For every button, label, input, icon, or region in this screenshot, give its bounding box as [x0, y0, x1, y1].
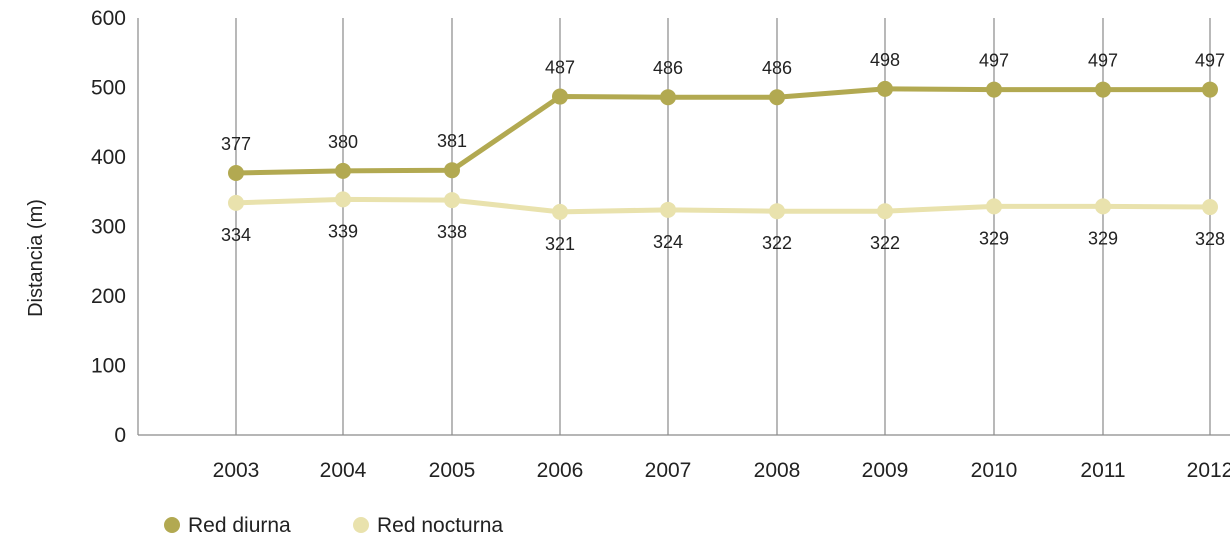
- legend-label-red-nocturna: Red nocturna: [377, 514, 503, 536]
- series-line-red-diurna: [233, 86, 1213, 176]
- series-line-red-nocturna: [233, 196, 1213, 215]
- data-label-red-nocturna-2008: 322: [762, 233, 792, 253]
- data-point-red-diurna-2008: [769, 89, 785, 106]
- data-point-red-diurna-2011: [1095, 81, 1111, 98]
- data-label-red-diurna-2011: 497: [1088, 51, 1118, 71]
- y-tick-labels: 0 100 200 300 400 500 600: [91, 7, 126, 447]
- x-tick-label-2005: 2005: [429, 459, 476, 482]
- legend-marker-red-diurna: [164, 517, 180, 533]
- data-point-red-nocturna-2004: [335, 191, 351, 208]
- data-point-red-diurna-2012: [1202, 81, 1218, 98]
- y-axis-label: Distancia (m): [25, 199, 47, 317]
- axes: [137, 18, 1230, 436]
- data-label-red-diurna-2010: 497: [979, 51, 1009, 71]
- data-label-red-nocturna-2004: 339: [328, 221, 358, 241]
- data-label-red-nocturna-2003: 334: [221, 225, 251, 245]
- data-point-red-nocturna-2009: [877, 203, 893, 220]
- data-label-red-nocturna-2009: 322: [870, 233, 900, 253]
- data-point-red-nocturna-2005: [444, 192, 460, 209]
- x-tick-label-2006: 2006: [537, 459, 584, 482]
- data-label-red-diurna-2004: 380: [328, 132, 358, 152]
- data-point-red-diurna-2009: [877, 80, 893, 97]
- data-labels: 377 380 381 487 486 486 498 497 497 497 334 339 338 3…: [221, 50, 1225, 254]
- data-point-red-diurna-2006: [552, 88, 568, 105]
- data-label-red-diurna-2006: 487: [545, 58, 575, 78]
- data-label-red-diurna-2003: 377: [221, 134, 251, 154]
- data-label-red-nocturna-2007: 324: [653, 232, 683, 252]
- y-tick-label-300: 300: [91, 216, 126, 239]
- legend-label-red-diurna: Red diurna: [188, 514, 291, 536]
- data-label-red-nocturna-2006: 321: [545, 234, 575, 254]
- y-tick-label-400: 400: [91, 146, 126, 169]
- grid-lines: [235, 18, 1211, 435]
- data-point-red-nocturna-2003: [228, 194, 244, 211]
- y-tick-label-100: 100: [91, 355, 126, 378]
- data-point-red-nocturna-2010: [986, 198, 1002, 215]
- x-tick-label-2003: 2003: [213, 459, 260, 482]
- data-point-red-diurna-2003: [228, 164, 244, 181]
- y-tick-label-500: 500: [91, 77, 126, 100]
- data-point-red-nocturna-2012: [1202, 199, 1218, 216]
- series: [228, 80, 1218, 220]
- data-point-red-diurna-2004: [335, 162, 351, 179]
- data-point-red-diurna-2010: [986, 81, 1002, 98]
- y-tick-label-0: 0: [114, 424, 126, 447]
- x-tick-labels: 2003 2004 2005 2006 2007 2008 2009 2010 2011 2012: [213, 459, 1230, 482]
- data-point-red-nocturna-2011: [1095, 198, 1111, 215]
- data-label-red-diurna-2007: 486: [653, 58, 683, 78]
- data-label-red-diurna-2005: 381: [437, 131, 467, 151]
- data-point-red-nocturna-2007: [660, 201, 676, 218]
- data-label-red-diurna-2008: 486: [762, 58, 792, 78]
- data-point-red-diurna-2007: [660, 89, 676, 106]
- data-label-red-nocturna-2010: 329: [979, 228, 1009, 248]
- data-point-red-nocturna-2006: [552, 203, 568, 220]
- data-point-red-diurna-2005: [444, 162, 460, 179]
- legend-marker-red-nocturna: [353, 517, 369, 533]
- x-tick-label-2012: 2012: [1187, 459, 1230, 482]
- data-label-red-nocturna-2012: 328: [1195, 229, 1225, 249]
- y-tick-label-200: 200: [91, 285, 126, 308]
- x-tick-label-2007: 2007: [645, 459, 692, 482]
- x-tick-label-2004: 2004: [320, 459, 367, 482]
- x-tick-label-2011: 2011: [1080, 459, 1125, 482]
- data-label-red-nocturna-2005: 338: [437, 222, 467, 242]
- x-tick-label-2009: 2009: [862, 459, 909, 482]
- legend: Red diurna Red nocturna: [164, 514, 503, 537]
- x-tick-label-2008: 2008: [754, 459, 801, 482]
- data-label-red-diurna-2012: 497: [1195, 51, 1225, 71]
- data-point-red-nocturna-2008: [769, 203, 785, 220]
- data-label-red-nocturna-2011: 329: [1088, 228, 1118, 248]
- data-label-red-diurna-2009: 498: [870, 50, 900, 70]
- x-tick-label-2010: 2010: [971, 459, 1018, 482]
- y-tick-label-600: 600: [91, 7, 126, 30]
